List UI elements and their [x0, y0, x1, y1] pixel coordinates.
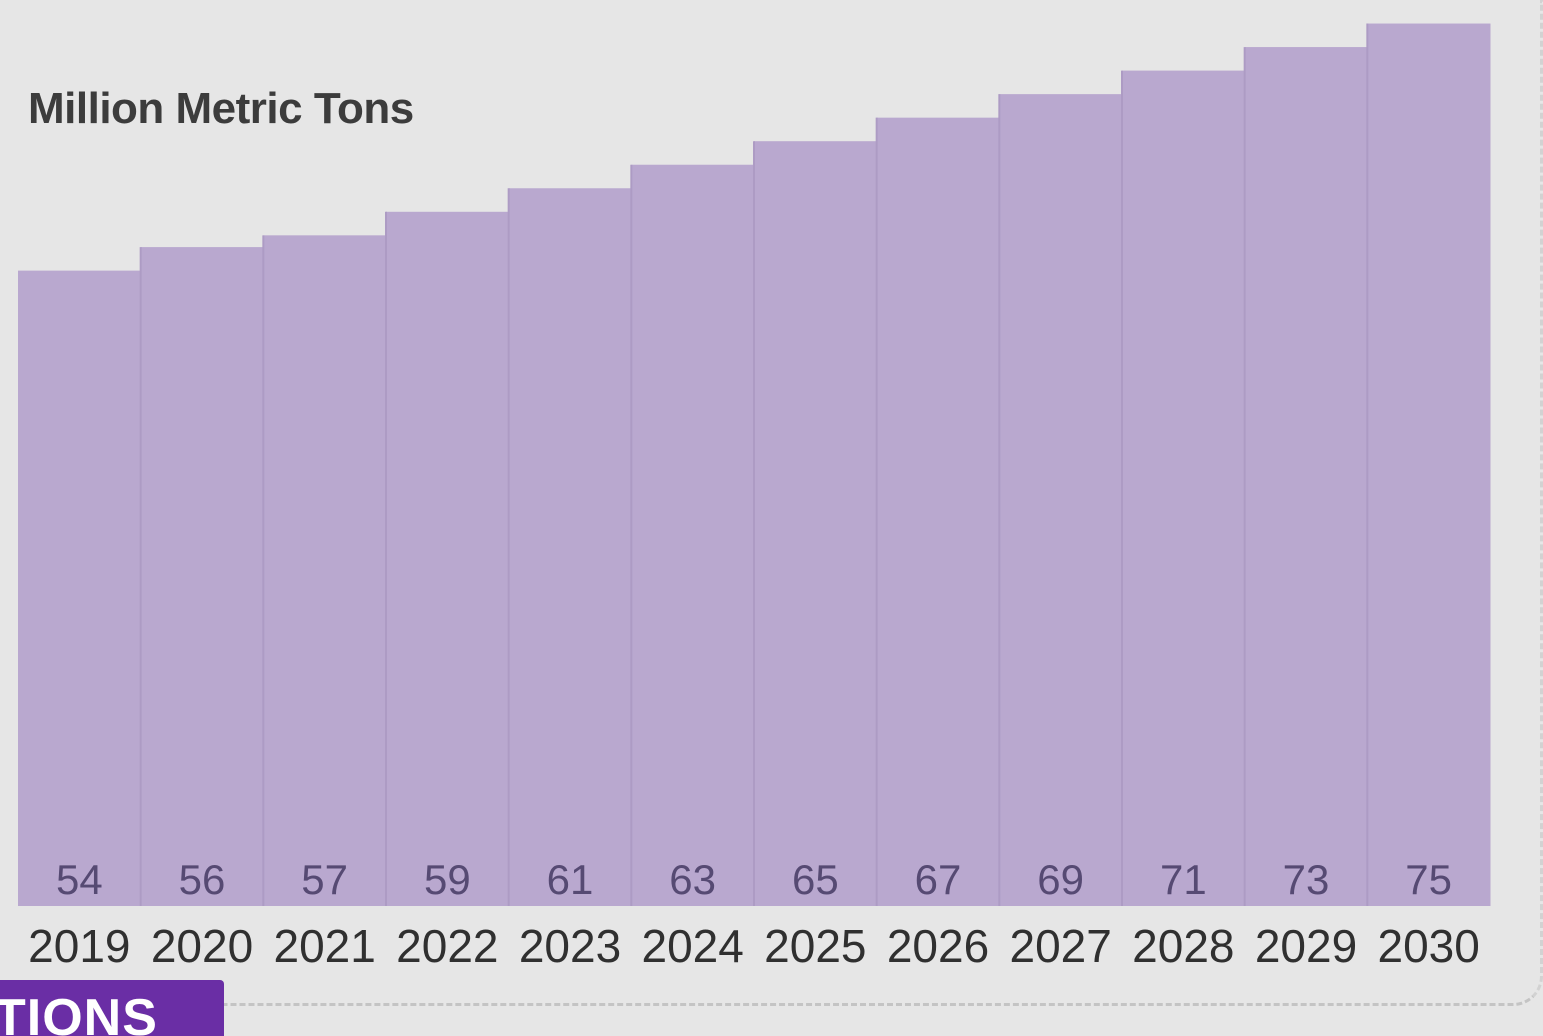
card-border	[0, 0, 1543, 1006]
x-tick-label-2020: 2020	[151, 920, 253, 972]
value-label-2029: 73	[1283, 856, 1330, 903]
x-tick-label-2027: 2027	[1009, 920, 1111, 972]
x-tick-label-2028: 2028	[1132, 920, 1234, 972]
x-tick-label-2029: 2029	[1255, 920, 1357, 972]
bar-2029	[1244, 47, 1368, 906]
y-axis-unit-label: Million Metric Tons	[28, 84, 414, 133]
value-label-2019: 54	[56, 856, 103, 903]
bar-2020	[140, 247, 264, 906]
bar-2023	[508, 188, 632, 906]
value-label-2030: 75	[1405, 856, 1452, 903]
value-label-2023: 61	[547, 856, 594, 903]
value-label-2024: 63	[669, 856, 716, 903]
bar-2030	[1367, 23, 1491, 906]
x-tick-label-2025: 2025	[764, 920, 866, 972]
value-label-2022: 59	[424, 856, 471, 903]
value-label-2021: 57	[301, 856, 348, 903]
x-tick-label-2019: 2019	[28, 920, 130, 972]
x-tick-label-2021: 2021	[273, 920, 375, 972]
x-tick-label-2030: 2030	[1377, 920, 1479, 972]
bar-2025	[754, 141, 878, 906]
bar-2027	[999, 94, 1123, 906]
x-tick-label-2023: 2023	[519, 920, 621, 972]
bar-2026	[876, 117, 1000, 906]
bar-2022	[386, 211, 510, 906]
section-tab-label: TIONS	[0, 989, 158, 1036]
value-label-2025: 65	[792, 856, 839, 903]
value-label-2027: 69	[1037, 856, 1084, 903]
section-tab-badge[interactable]: TIONS	[0, 980, 224, 1036]
bar-2021	[263, 235, 387, 906]
x-tick-label-2022: 2022	[396, 920, 498, 972]
value-label-2026: 67	[915, 856, 962, 903]
x-tick-label-2026: 2026	[887, 920, 989, 972]
x-tick-label-2024: 2024	[641, 920, 743, 972]
bar-2019	[18, 270, 142, 906]
value-label-2020: 56	[179, 856, 226, 903]
bar-2028	[1122, 70, 1246, 906]
bar-2024	[631, 164, 755, 906]
value-label-2028: 71	[1160, 856, 1207, 903]
